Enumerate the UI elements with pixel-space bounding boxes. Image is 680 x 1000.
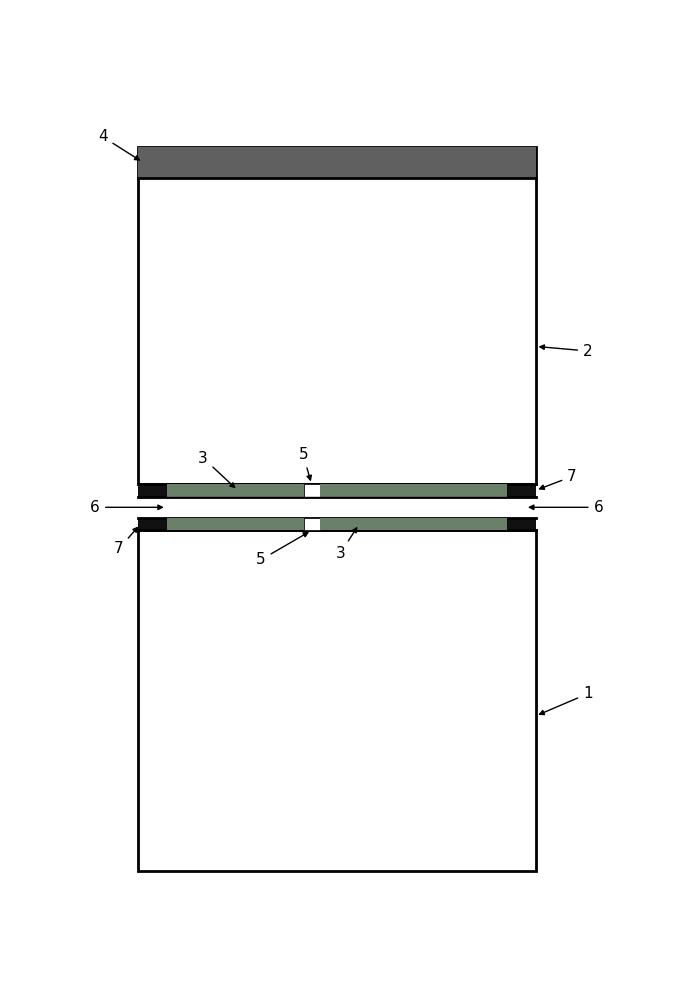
Bar bbox=[167, 484, 304, 497]
Bar bbox=[137, 147, 536, 484]
Bar bbox=[304, 518, 320, 530]
Text: 5: 5 bbox=[299, 447, 311, 480]
Text: 2: 2 bbox=[540, 344, 593, 359]
Text: 5: 5 bbox=[256, 533, 308, 567]
Bar bbox=[320, 518, 507, 530]
Text: 1: 1 bbox=[539, 686, 593, 715]
Text: 6: 6 bbox=[529, 500, 603, 515]
Text: 7: 7 bbox=[540, 469, 577, 489]
Text: 4: 4 bbox=[98, 129, 139, 160]
Bar bbox=[137, 147, 536, 178]
Bar bbox=[137, 518, 536, 530]
Text: 6: 6 bbox=[90, 500, 163, 515]
Bar bbox=[137, 484, 536, 497]
Bar bbox=[167, 518, 304, 530]
Bar bbox=[137, 530, 536, 871]
Text: 3: 3 bbox=[199, 451, 235, 487]
Bar bbox=[320, 484, 507, 497]
Bar bbox=[304, 484, 320, 497]
Text: 3: 3 bbox=[335, 528, 357, 561]
Text: 7: 7 bbox=[114, 528, 137, 556]
